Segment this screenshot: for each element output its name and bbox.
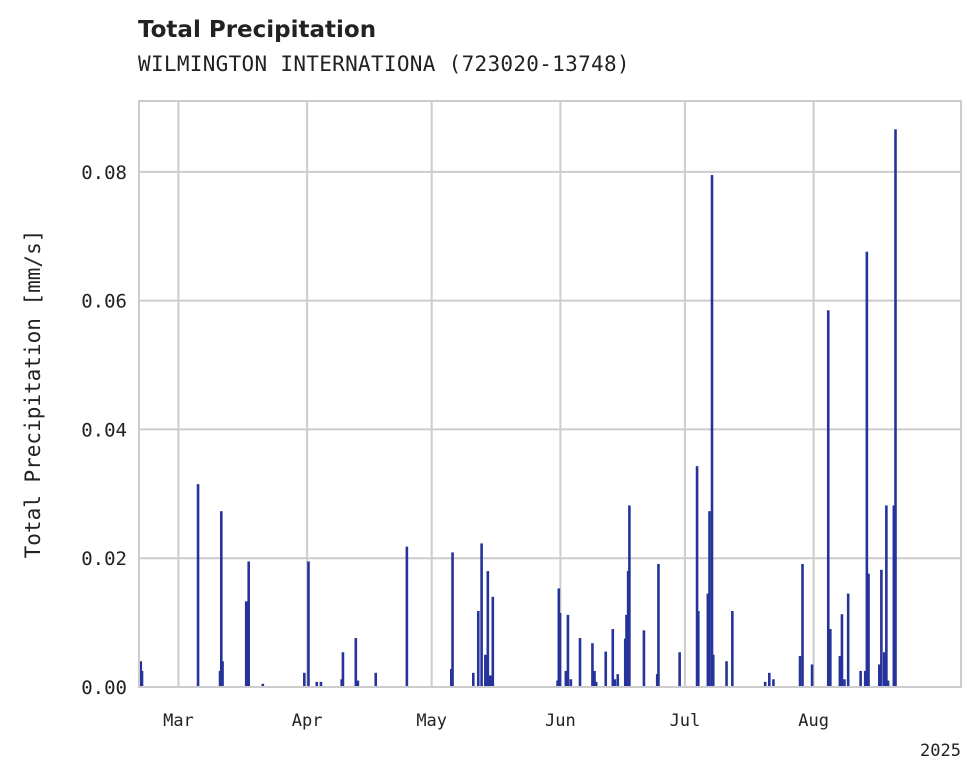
precip-bar bbox=[578, 638, 582, 687]
y-tick-label: 0.04 bbox=[81, 419, 127, 441]
precip-bar bbox=[829, 629, 832, 687]
precip-bar bbox=[220, 511, 223, 687]
x-axis-ticks: Mar Apr May Jun Jul Aug bbox=[163, 711, 829, 731]
precip-bar bbox=[613, 679, 617, 687]
precip-bar bbox=[247, 561, 250, 687]
y-tick-label: 0.00 bbox=[81, 677, 127, 699]
plot-frame bbox=[138, 100, 962, 688]
precip-bar bbox=[882, 652, 886, 687]
precip-bar bbox=[591, 643, 594, 687]
x-tick-label: Jul bbox=[670, 711, 701, 731]
y-axis-ticks: 0.00 0.02 0.04 0.06 0.08 bbox=[81, 162, 127, 699]
chart-title: Total Precipitation bbox=[138, 17, 377, 43]
precip-bar bbox=[846, 593, 850, 687]
precip-bar bbox=[894, 129, 897, 688]
precip-bar bbox=[484, 654, 487, 687]
precip-bar bbox=[710, 175, 714, 688]
precip-bar bbox=[840, 614, 844, 687]
precip-bar bbox=[725, 661, 728, 687]
precip-bar bbox=[810, 664, 814, 687]
precip-bar bbox=[374, 672, 378, 687]
precip-bar bbox=[625, 614, 628, 687]
grid bbox=[139, 101, 961, 687]
precip-bar bbox=[695, 466, 699, 687]
precip-bar bbox=[480, 543, 483, 687]
precip-bar bbox=[354, 638, 358, 687]
precip-bar bbox=[611, 629, 615, 687]
precip-bar bbox=[772, 679, 775, 687]
bars bbox=[138, 129, 897, 688]
precip-bar bbox=[569, 679, 573, 687]
precip-bar bbox=[594, 681, 598, 687]
precip-bar bbox=[489, 675, 492, 687]
precip-bar bbox=[863, 670, 867, 687]
y-tick-label: 0.06 bbox=[81, 291, 127, 313]
precip-bar bbox=[711, 654, 715, 687]
precip-bar bbox=[708, 511, 711, 687]
precip-bar bbox=[196, 484, 200, 687]
precip-bar bbox=[341, 652, 345, 687]
precip-bar bbox=[471, 672, 475, 687]
x-tick-label: May bbox=[416, 711, 447, 731]
precip-bar bbox=[307, 561, 310, 687]
precip-bar bbox=[885, 505, 888, 687]
precip-bar bbox=[768, 672, 771, 687]
precip-bar bbox=[642, 630, 646, 687]
precip-bar bbox=[867, 573, 870, 687]
year-label: 2025 bbox=[920, 741, 961, 761]
precip-bar bbox=[706, 593, 710, 687]
precip-bar bbox=[801, 564, 804, 687]
precip-bar bbox=[697, 611, 700, 687]
precip-bar bbox=[593, 670, 596, 687]
chart-subtitle: WILMINGTON INTERNATIONA (723020-13748) bbox=[138, 52, 630, 76]
precip-bar bbox=[566, 614, 570, 687]
precip-bar bbox=[880, 569, 883, 687]
precip-bar bbox=[564, 670, 568, 687]
y-tick-label: 0.08 bbox=[81, 162, 127, 184]
precip-bar bbox=[859, 670, 862, 687]
precip-bar bbox=[451, 552, 454, 687]
precip-bar bbox=[878, 664, 881, 687]
precip-bar bbox=[486, 571, 490, 687]
precip-bar bbox=[886, 680, 890, 687]
precip-bar bbox=[244, 601, 248, 687]
precip-bar bbox=[405, 546, 409, 687]
precip-bar bbox=[763, 681, 767, 687]
precip-bar bbox=[843, 679, 846, 687]
precip-bar bbox=[221, 661, 224, 687]
precip-bar bbox=[892, 505, 896, 687]
x-tick-label: Aug bbox=[798, 711, 829, 731]
precip-bar bbox=[261, 683, 265, 687]
y-tick-label: 0.02 bbox=[81, 548, 127, 570]
precip-bar bbox=[558, 612, 562, 687]
precip-bar bbox=[604, 651, 608, 687]
precip-bar bbox=[731, 611, 734, 687]
precip-bar bbox=[476, 611, 480, 687]
precip-bar bbox=[798, 656, 802, 687]
precip-bar bbox=[303, 672, 306, 687]
precip-bar bbox=[826, 310, 830, 687]
precip-bar bbox=[838, 656, 842, 687]
y-axis-label: Total Precipitation [mm/s] bbox=[21, 230, 45, 559]
x-tick-label: Apr bbox=[292, 711, 323, 731]
precip-bar bbox=[315, 681, 319, 687]
precip-bar bbox=[678, 652, 681, 687]
precip-bar bbox=[865, 251, 869, 687]
precip-bar bbox=[356, 680, 360, 687]
precip-bar bbox=[140, 670, 144, 687]
precip-bar bbox=[319, 681, 323, 687]
x-tick-label: Mar bbox=[163, 711, 194, 731]
precip-bar bbox=[628, 505, 631, 687]
precip-bar bbox=[491, 596, 495, 687]
precip-bar bbox=[616, 674, 620, 687]
x-tick-label: Jun bbox=[545, 711, 576, 731]
precip-bar bbox=[657, 564, 660, 687]
